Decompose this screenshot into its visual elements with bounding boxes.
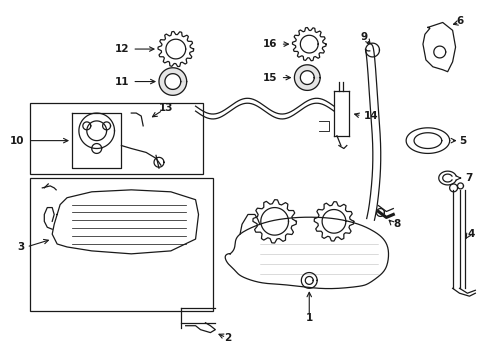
Text: 15: 15	[263, 73, 277, 82]
Text: 9: 9	[359, 32, 366, 42]
Text: 5: 5	[459, 136, 466, 145]
Text: 6: 6	[455, 15, 462, 26]
Text: 7: 7	[465, 173, 472, 183]
Text: 11: 11	[115, 77, 129, 86]
Text: 10: 10	[10, 136, 24, 145]
Text: 3: 3	[17, 242, 24, 252]
Text: 8: 8	[392, 219, 400, 229]
Text: 12: 12	[115, 44, 129, 54]
Polygon shape	[159, 68, 186, 95]
Text: 4: 4	[467, 229, 474, 239]
Text: 2: 2	[224, 333, 231, 342]
Polygon shape	[294, 65, 320, 90]
Text: 16: 16	[263, 39, 277, 49]
Text: 1: 1	[305, 313, 312, 323]
Bar	[30, 103, 203, 174]
Text: 13: 13	[158, 103, 173, 113]
Bar	[30, 178, 213, 311]
Text: 14: 14	[363, 111, 378, 121]
